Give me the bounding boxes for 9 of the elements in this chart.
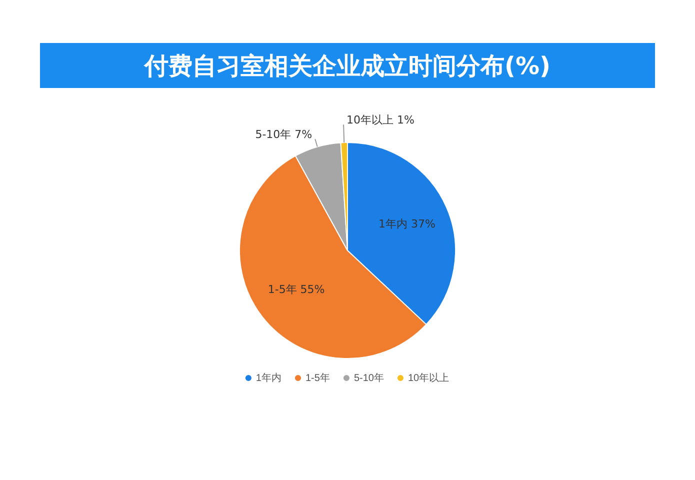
legend-label: 1年内 xyxy=(256,372,282,384)
legend-label: 5-10年 xyxy=(354,372,384,384)
legend-label: 10年以上 xyxy=(408,372,450,384)
category-label: 1年内 37% xyxy=(378,218,436,231)
legend-label: 1-5年 xyxy=(305,372,330,384)
chart-title: 付费自习室相关企业成立时间分布(%) xyxy=(40,43,655,88)
category-label: 1-5年 55% xyxy=(268,283,325,296)
category-label: 5-10年 7% xyxy=(255,128,312,141)
category-label: 10年以上 1% xyxy=(346,113,414,126)
